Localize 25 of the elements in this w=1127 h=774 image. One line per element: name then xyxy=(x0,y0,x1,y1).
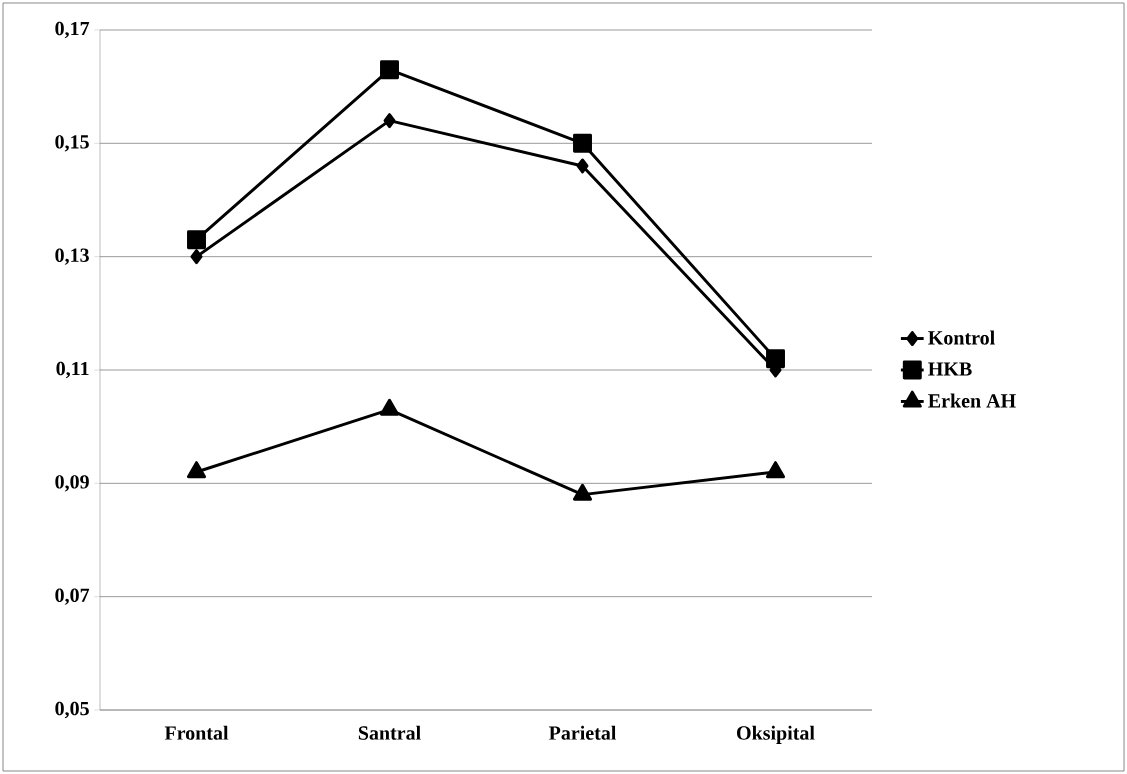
y-tick-label: 0,07 xyxy=(55,588,90,605)
y-tick-label: 0,17 xyxy=(55,21,90,39)
point xyxy=(380,60,399,80)
point xyxy=(576,158,589,174)
y-tick-label: 0,13 xyxy=(55,248,89,265)
y-tick-label: 0,15 xyxy=(55,135,89,152)
point xyxy=(573,133,592,153)
point xyxy=(766,349,785,369)
legend-label: Kontrol xyxy=(928,330,995,345)
point xyxy=(383,113,396,129)
point xyxy=(187,230,206,250)
y-tick-label: 0,05 xyxy=(55,701,89,719)
legend-label: HKB xyxy=(928,362,972,376)
x-tick-label: Oksipital xyxy=(737,725,815,744)
y-tick-label: 0,11 xyxy=(56,361,89,379)
y-tick-label: 0,09 xyxy=(55,475,89,492)
point xyxy=(186,461,207,479)
x-tick-label: Parietal xyxy=(548,725,617,740)
x-tick-label: Santral xyxy=(358,725,421,740)
point xyxy=(765,461,786,479)
x-tick-label: Frontal xyxy=(164,725,229,740)
point xyxy=(572,483,593,501)
legend-label: Erken AH xyxy=(928,393,1016,408)
point xyxy=(379,398,400,416)
point xyxy=(190,249,203,265)
